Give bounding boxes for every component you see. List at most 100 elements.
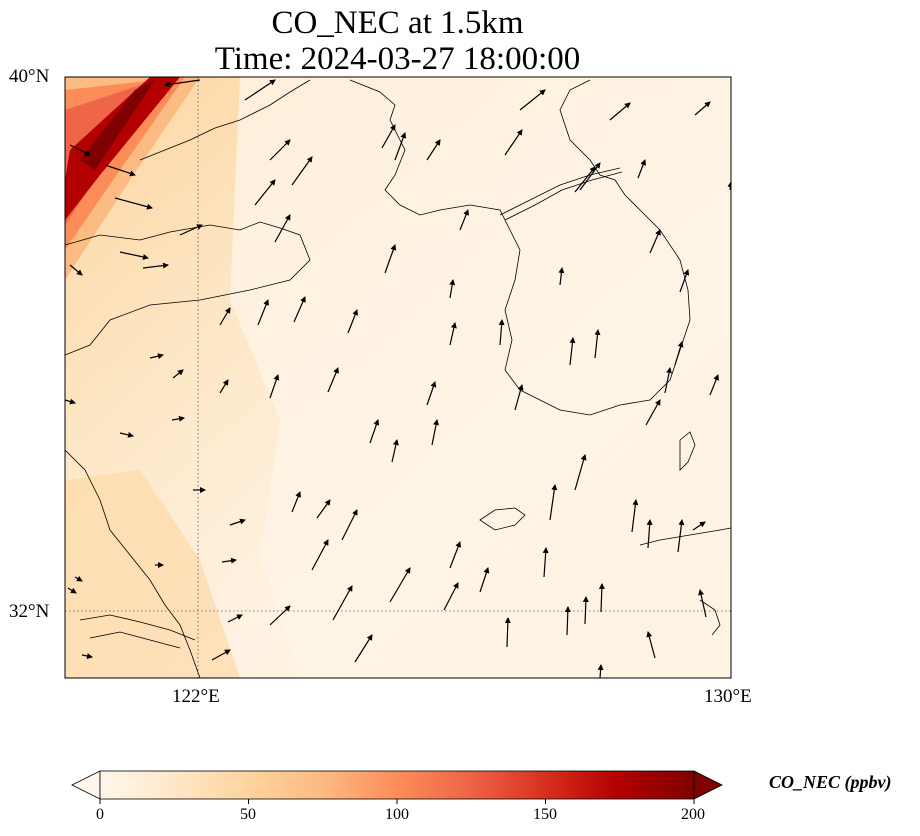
wind-arrow (291, 491, 301, 513)
map-title-line-1: CO_NEC at 1.5km (271, 5, 524, 41)
concentration-field (65, 77, 731, 678)
wind-arrow (171, 415, 185, 422)
china-east-coast (65, 449, 201, 678)
wind-arrow (179, 224, 203, 236)
colorbar-tick-200: 200 (681, 806, 705, 823)
wind-arrow (645, 399, 661, 426)
colorbar-tick-50: 50 (240, 806, 256, 823)
wind-arrow (119, 431, 134, 438)
wind-arrow (504, 129, 523, 156)
colorbar-tick-0: 0 (96, 806, 104, 823)
wind-arrow (727, 181, 731, 191)
bohai-coast (65, 221, 311, 356)
wind-arrow (558, 267, 565, 286)
wind-arrow (394, 132, 407, 161)
wind-arrow (219, 379, 229, 394)
wind-arrow (254, 179, 276, 206)
wind-arrow (609, 102, 631, 121)
wind-arrow (384, 244, 397, 274)
wind-arrow (574, 166, 596, 193)
wind-arrow (221, 557, 237, 564)
wind-arrow (119, 251, 149, 260)
wind-arrow (291, 156, 313, 186)
wind-arrow (104, 164, 136, 177)
wind-arrow (293, 296, 306, 323)
wind-arrow (211, 649, 231, 661)
wind-arrow (459, 209, 469, 231)
wind-arrow (219, 307, 231, 326)
wind-arrow (391, 439, 399, 463)
wind-arrow (389, 567, 411, 603)
colorbar-label: CO_NEC (ppbv) (769, 772, 892, 792)
kyushu-coast (639, 527, 731, 546)
wind-arrow (637, 159, 646, 179)
map-frame (64, 76, 732, 679)
low-concentration-region (230, 77, 731, 678)
lon-label-130e: 130°E (704, 686, 752, 707)
plume-peak (80, 80, 155, 170)
wind-arrow (74, 575, 83, 582)
wind-arrow (149, 353, 164, 360)
wind-arrow (479, 567, 490, 593)
colorbar-tick-150: 150 (533, 806, 557, 823)
wind-arrow (227, 614, 243, 623)
wind-arrow (519, 89, 546, 111)
wind-arrow (354, 634, 373, 663)
wind-arrow (244, 79, 276, 101)
colorbar (71, 770, 723, 804)
wind-arrow (426, 139, 441, 161)
map-title-line-2: Time: 2024-03-27 18:00:00 (214, 41, 581, 77)
wind-arrow (694, 101, 711, 116)
wind-arrow (709, 374, 719, 396)
korean-peninsula-coast (349, 79, 691, 416)
wind-arrow (574, 454, 587, 491)
lat-label-32n: 32°N (9, 601, 50, 622)
wind-vectors (65, 79, 731, 678)
colorbar-extend-max (693, 770, 723, 800)
wind-arrow (597, 664, 604, 678)
wind-arrow (569, 337, 576, 366)
wind-arrow (649, 229, 661, 254)
wind-arrow (67, 587, 77, 594)
plume-inner (65, 77, 165, 225)
wind-arrow (582, 596, 589, 625)
wind-arrow (142, 262, 169, 269)
wind-arrow (598, 583, 605, 613)
wind-arrow (504, 617, 511, 648)
wind-arrow (311, 539, 329, 571)
wind-arrow (269, 374, 280, 399)
wind-arrow (664, 367, 672, 394)
wind-arrow (369, 419, 380, 444)
gridlines (65, 77, 731, 678)
wind-arrow (257, 299, 269, 326)
wind-arrow (65, 398, 76, 405)
island-south (699, 599, 721, 636)
wind-arrow (341, 509, 358, 541)
wind-arrow (274, 214, 291, 243)
wind-arrow (69, 264, 83, 276)
colorbar-tick-100: 100 (385, 806, 409, 823)
korean-border (499, 167, 621, 216)
wind-arrow (549, 484, 558, 521)
wind-arrow (347, 309, 358, 334)
lat-label-40n: 40°N (9, 66, 50, 87)
wind-arrow (81, 653, 93, 659)
wind-arrow (443, 582, 459, 611)
coastlines (65, 79, 731, 678)
wind-arrow (431, 419, 439, 446)
wind-arrow (579, 162, 601, 191)
wind-arrow (514, 384, 524, 411)
wind-arrow (164, 79, 201, 88)
plume-core (65, 77, 180, 220)
jeju-island (479, 507, 526, 531)
wind-arrow (449, 541, 462, 569)
south-coast-plume (65, 470, 240, 678)
wind-arrow (449, 322, 457, 346)
wind-arrow (594, 329, 601, 359)
wind-arrow (692, 521, 706, 531)
wind-arrow (677, 519, 685, 553)
wind-arrow (114, 197, 153, 210)
tsushima-island (679, 431, 696, 471)
wind-arrow (172, 369, 184, 379)
